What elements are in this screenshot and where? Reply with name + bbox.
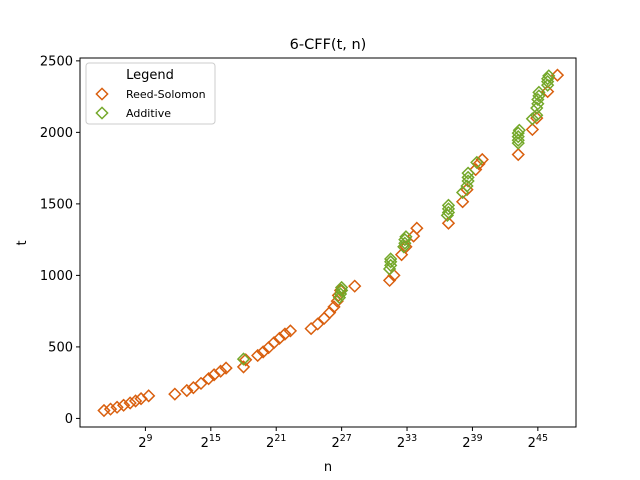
data-point [461,166,475,180]
data-point [201,371,216,386]
legend-box [85,62,216,125]
data-point [348,279,362,293]
legend-title: Legend [126,68,174,83]
data-point [470,155,484,170]
x-tick-label: 29 [138,433,152,451]
data-point [123,396,137,410]
data-point [142,389,156,403]
x-axis-label: n [324,460,332,475]
data-point [322,305,337,320]
x-axis: 29 215 221 227 233 239 245 [138,427,548,451]
y-axis-label: t [15,240,30,245]
data-point [272,331,287,345]
x-tick-label: 227 [331,433,351,451]
y-tick-label: 0 [65,412,73,427]
data-point [550,68,565,82]
data-point [128,394,143,408]
y-tick-label: 500 [48,340,73,355]
data-point [236,352,251,366]
x-tick-label: 221 [266,433,286,451]
legend-marker-icon [95,106,109,120]
data-point [116,398,131,412]
plot-area [79,57,577,428]
data-point [542,69,556,83]
data-point [283,324,298,338]
data-point [540,84,555,99]
data-point [530,108,544,122]
series-additive [236,69,556,366]
data-point [239,353,253,367]
data-point [327,300,341,314]
y-tick-label: 2000 [40,126,73,141]
y-tick-label: 1000 [40,269,73,284]
data-point [207,368,221,382]
x-tick-label: 239 [462,433,482,451]
data-point [97,403,111,418]
series-reed-solomon [97,68,565,418]
data-point [110,400,124,414]
data-point [469,162,483,177]
x-tick-label: 233 [397,433,417,451]
data-point [251,348,265,363]
data-point [334,280,349,295]
data-point [532,85,546,99]
data-point [236,360,251,374]
legend-label: Additive [126,107,171,120]
data-point [384,252,398,266]
legend-marker-icon [95,87,109,101]
data-point [168,387,182,401]
data-point [512,123,526,137]
data-point [256,345,270,359]
legend-label: Reed-Solomon [126,88,206,101]
data-point [219,361,233,375]
data-point [410,221,424,235]
data-point [441,216,456,230]
x-tick-label: 245 [528,433,548,451]
data-points [97,68,565,418]
data-point [525,122,540,137]
x-tick-label: 215 [201,433,221,451]
y-tick-label: 2500 [40,54,73,69]
data-point [103,402,118,416]
legend: Legend Reed-Solomon Additive [85,62,216,125]
data-point [455,195,470,209]
data-point [399,230,413,244]
data-point [382,273,397,288]
chart-title: 6-CFF(t, n) [290,37,367,53]
y-tick-label: 1500 [40,197,73,212]
data-point [511,147,525,162]
data-point [194,376,208,391]
data-point [213,364,228,378]
data-point [278,327,292,341]
data-point [267,335,281,350]
y-axis: 0 500 1000 1500 2000 2500 [40,54,80,427]
data-point [441,198,456,212]
data-point [525,112,540,126]
data-point [180,383,194,398]
data-point [310,317,325,331]
